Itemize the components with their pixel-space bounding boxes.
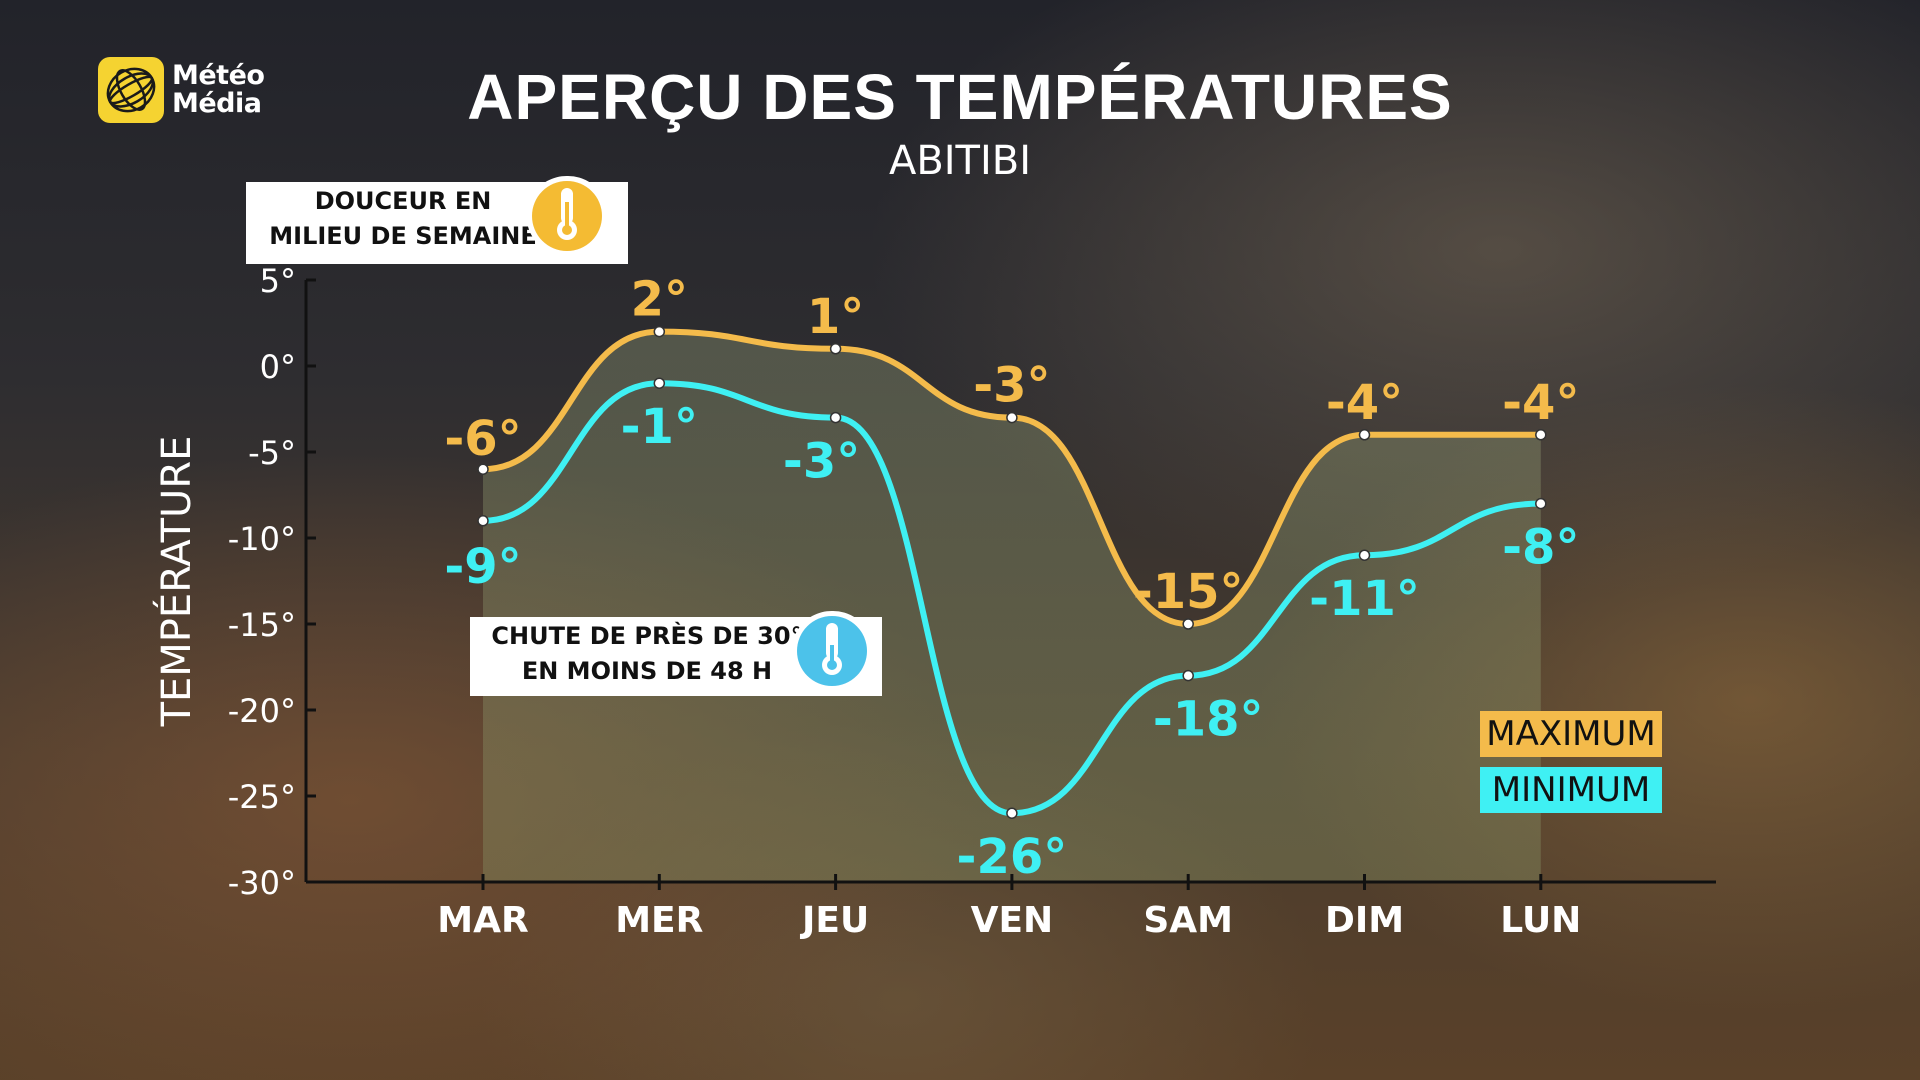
data-point: [1535, 497, 1547, 510]
data-point: [477, 463, 489, 475]
y-tick-label: -15°: [228, 606, 296, 644]
x-tick-label: JEU: [799, 900, 869, 941]
data-point: [1182, 669, 1194, 682]
data-point: [653, 325, 666, 338]
data-label: 1°: [807, 289, 864, 345]
data-label: -9°: [444, 539, 521, 595]
globe-icon: [98, 57, 164, 123]
data-label: -15°: [1133, 564, 1244, 620]
thermometer-icon: [791, 610, 874, 691]
y-tick-label: -30°: [228, 864, 296, 902]
x-tick-label: MER: [615, 900, 703, 941]
data-point: [829, 411, 842, 424]
data-label: -3°: [973, 358, 1050, 414]
thermometer-icon: [526, 175, 609, 256]
data-label: 2°: [631, 272, 688, 328]
page-title: APERÇU DES TEMPÉRATURES: [467, 61, 1453, 133]
data-label: -4°: [1502, 375, 1579, 431]
data-point: [1358, 429, 1371, 441]
y-tick-label: -5°: [248, 434, 296, 472]
data-label: -26°: [957, 829, 1068, 885]
y-tick-label: -10°: [228, 520, 296, 558]
page-subtitle: ABITIBI: [888, 138, 1032, 184]
area-under-maximum: [483, 331, 1541, 883]
data-point: [1182, 618, 1194, 630]
data-label: -1°: [621, 399, 698, 455]
data-point: [1358, 549, 1371, 561]
data-point: [1535, 429, 1547, 441]
data-label: -11°: [1309, 571, 1420, 627]
y-axis-label: TEMPÉRATURE: [152, 436, 200, 728]
data-point: [653, 377, 666, 389]
x-tick-label: LUN: [1500, 900, 1581, 941]
x-tick-label: MAR: [437, 900, 528, 941]
meteomedia-logo: Météo Média: [98, 57, 265, 123]
legend-maximum: MAXIMUM: [1480, 711, 1662, 757]
x-tick-label: SAM: [1143, 900, 1233, 941]
y-tick-label: -25°: [228, 778, 296, 816]
callout-1-line-2: MILIEU DE SEMAINE: [269, 222, 537, 250]
data-label: -18°: [1153, 692, 1264, 748]
callout-2-line-2: EN MOINS DE 48 H: [521, 657, 773, 685]
data-point: [1006, 411, 1018, 424]
data-label: -4°: [1326, 375, 1403, 431]
y-tick-label: 5°: [260, 262, 296, 300]
x-tick-label: DIM: [1325, 900, 1404, 941]
legend-minimum: MINIMUM: [1480, 767, 1662, 813]
logo-line-2: Média: [172, 88, 262, 119]
y-tick-label: 0°: [260, 348, 296, 386]
data-point: [829, 343, 842, 355]
logo-line-1: Météo: [172, 60, 265, 91]
data-label: -6°: [444, 411, 521, 467]
data-point: [1006, 807, 1018, 819]
data-point: [477, 515, 489, 527]
data-label: -3°: [783, 434, 860, 490]
x-tick-label: VEN: [971, 900, 1054, 941]
y-tick-label: -20°: [228, 692, 296, 730]
callout-2-line-1: CHUTE DE PRÈS DE 30°: [491, 622, 803, 650]
data-label: -8°: [1502, 520, 1579, 576]
callout-1-line-1: DOUCEUR EN: [314, 187, 492, 215]
